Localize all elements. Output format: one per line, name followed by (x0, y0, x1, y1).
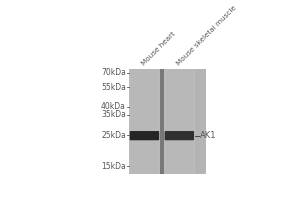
Text: 15kDa: 15kDa (101, 162, 126, 171)
Bar (158, 69, 159, 174)
Bar (164, 69, 165, 174)
Bar (130, 69, 131, 174)
FancyBboxPatch shape (165, 131, 194, 140)
Bar (129, 69, 206, 174)
Bar (129, 69, 130, 174)
Text: 35kDa: 35kDa (101, 110, 126, 119)
Bar (165, 69, 166, 174)
Bar (164, 69, 195, 174)
Text: 25kDa: 25kDa (101, 131, 126, 140)
Bar (159, 69, 160, 174)
Text: Mouse skeletal muscle: Mouse skeletal muscle (175, 4, 237, 66)
Text: 55kDa: 55kDa (101, 83, 126, 92)
Text: 70kDa: 70kDa (101, 68, 126, 77)
Bar (129, 69, 160, 174)
FancyBboxPatch shape (130, 131, 159, 140)
Bar (193, 69, 194, 174)
Text: 40kDa: 40kDa (101, 102, 126, 111)
Bar (194, 69, 195, 174)
Text: AK1: AK1 (200, 131, 217, 140)
Text: Mouse heart: Mouse heart (140, 30, 176, 66)
Bar (160, 69, 164, 174)
